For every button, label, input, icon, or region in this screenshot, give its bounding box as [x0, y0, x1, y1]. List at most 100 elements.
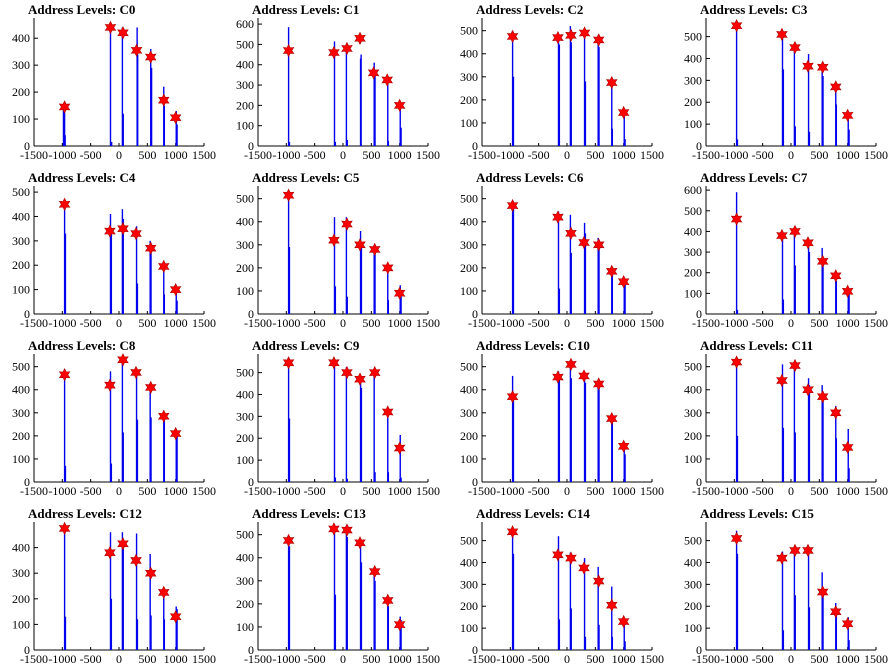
star-marker [117, 221, 129, 236]
x-tick-label: 1000 [836, 484, 860, 498]
x-tick-label: -500 [528, 316, 550, 330]
chart-panel: Address Levels: C3 0 100 200 300 400 500 -1500-… [672, 0, 896, 168]
x-tick-label: 500 [810, 652, 828, 666]
y-tick-label: 0 [472, 475, 478, 489]
star-marker [381, 405, 394, 419]
x-tick-label: -1500 [692, 652, 720, 666]
y-tick-label: 500 [236, 192, 254, 206]
y-tick-label: 200 [460, 429, 478, 443]
chart-panel: Address Levels: C11 0 100 200 300 400 500 -1500… [672, 336, 896, 504]
y-tick-label: 100 [460, 621, 478, 635]
star-marker [117, 26, 129, 40]
y-tick-label: 300 [236, 574, 254, 588]
x-tick-label: 0 [116, 652, 122, 666]
x-tick-label: -1000 [720, 484, 748, 498]
star-marker [354, 31, 366, 45]
x-tick-label: 1500 [416, 316, 440, 330]
x-tick-label: 1000 [388, 148, 412, 162]
star-marker [169, 111, 182, 125]
star-marker [730, 18, 743, 33]
y-tick-label: 100 [236, 453, 254, 467]
x-tick-label: -1500 [20, 148, 48, 162]
star-marker [341, 365, 353, 380]
star-marker [354, 536, 366, 550]
x-tick-label: -1000 [272, 316, 300, 330]
star-marker [829, 80, 842, 94]
y-tick-label: 400 [684, 51, 702, 65]
x-tick-label: -1500 [468, 148, 496, 162]
y-tick-label: 300 [684, 577, 702, 591]
star-marker [328, 356, 340, 370]
x-tick-label: -500 [752, 316, 774, 330]
star-marker [104, 378, 116, 392]
star-marker [393, 617, 406, 632]
x-tick-label: -1000 [496, 148, 524, 162]
star-marker [506, 198, 519, 213]
y-tick-label: 100 [460, 452, 478, 466]
y-tick-label: 100 [12, 617, 30, 631]
chart-svg: Address Levels: C11 0 100 200 300 400 500 -1500… [684, 338, 888, 498]
x-tick-label: -1000 [720, 652, 748, 666]
star-marker [506, 29, 519, 44]
y-tick-label: 0 [248, 307, 254, 321]
y-tick-label: 100 [460, 284, 478, 298]
x-tick-label: -1000 [48, 148, 76, 162]
y-tick-label: 500 [684, 360, 702, 374]
chart-title: Address Levels: C0 [28, 2, 135, 17]
chart-panel: Address Levels: C7 0 100 200 300 400 500 600 -15… [672, 168, 896, 336]
star-marker [393, 441, 406, 455]
star-marker [104, 224, 116, 238]
star-marker [565, 551, 577, 565]
y-tick-label: 300 [460, 238, 478, 252]
chart-title: Address Levels: C1 [252, 2, 359, 17]
x-tick-label: -1500 [20, 316, 48, 330]
y-tick-label: 400 [684, 383, 702, 397]
star-marker [617, 614, 630, 629]
star-marker [58, 368, 71, 382]
x-tick-label: 1500 [416, 484, 440, 498]
star-marker [104, 20, 117, 35]
x-tick-label: 500 [362, 484, 380, 498]
chart-panel: Address Levels: C4 0 100 200 300 400 500 -1500-… [0, 168, 224, 336]
x-tick-label: 1000 [612, 484, 636, 498]
y-tick-label: 0 [248, 139, 254, 153]
y-tick-label: 100 [684, 621, 702, 635]
x-tick-label: 1000 [612, 148, 636, 162]
star-marker [381, 261, 394, 275]
chart-svg: Address Levels: C10 0 100 200 300 400 500 -1500… [460, 338, 664, 498]
star-marker [592, 33, 605, 47]
star-marker [368, 242, 381, 257]
x-tick-label: 1000 [164, 316, 188, 330]
star-marker [117, 537, 129, 551]
x-tick-label: -1500 [468, 316, 496, 330]
y-tick-label: 400 [12, 383, 30, 397]
x-tick-label: 1500 [864, 484, 888, 498]
star-marker [829, 605, 842, 619]
x-tick-label: -500 [80, 484, 102, 498]
star-marker [117, 353, 129, 367]
star-marker [169, 610, 182, 624]
star-marker [169, 282, 182, 297]
x-tick-label: 1500 [192, 316, 216, 330]
star-marker [282, 356, 295, 370]
chart-panel: Address Levels: C1 0 100 200 300 400 500 600 -15… [224, 0, 448, 168]
star-marker [144, 241, 157, 255]
y-tick-label: 300 [236, 409, 254, 423]
x-tick-label: 500 [138, 484, 156, 498]
chart-svg: Address Levels: C12 0 100 200 300 400 -1500 -10… [12, 506, 216, 666]
y-tick-label: 200 [460, 261, 478, 275]
chart-svg: Address Levels: C1 0 100 200 300 400 500 600 -15… [236, 2, 440, 162]
x-tick-label: -500 [752, 484, 774, 498]
star-marker [157, 259, 170, 274]
star-marker [341, 523, 353, 537]
y-tick-label: 500 [236, 37, 254, 51]
star-marker [144, 380, 157, 395]
y-tick-label: 400 [12, 31, 30, 45]
y-tick-label: 400 [684, 224, 702, 238]
y-tick-label: 400 [460, 47, 478, 61]
star-marker [157, 93, 170, 107]
x-tick-label: 1000 [388, 316, 412, 330]
x-tick-label: -500 [528, 652, 550, 666]
y-tick-label: 200 [684, 429, 702, 443]
x-tick-label: 0 [564, 484, 570, 498]
